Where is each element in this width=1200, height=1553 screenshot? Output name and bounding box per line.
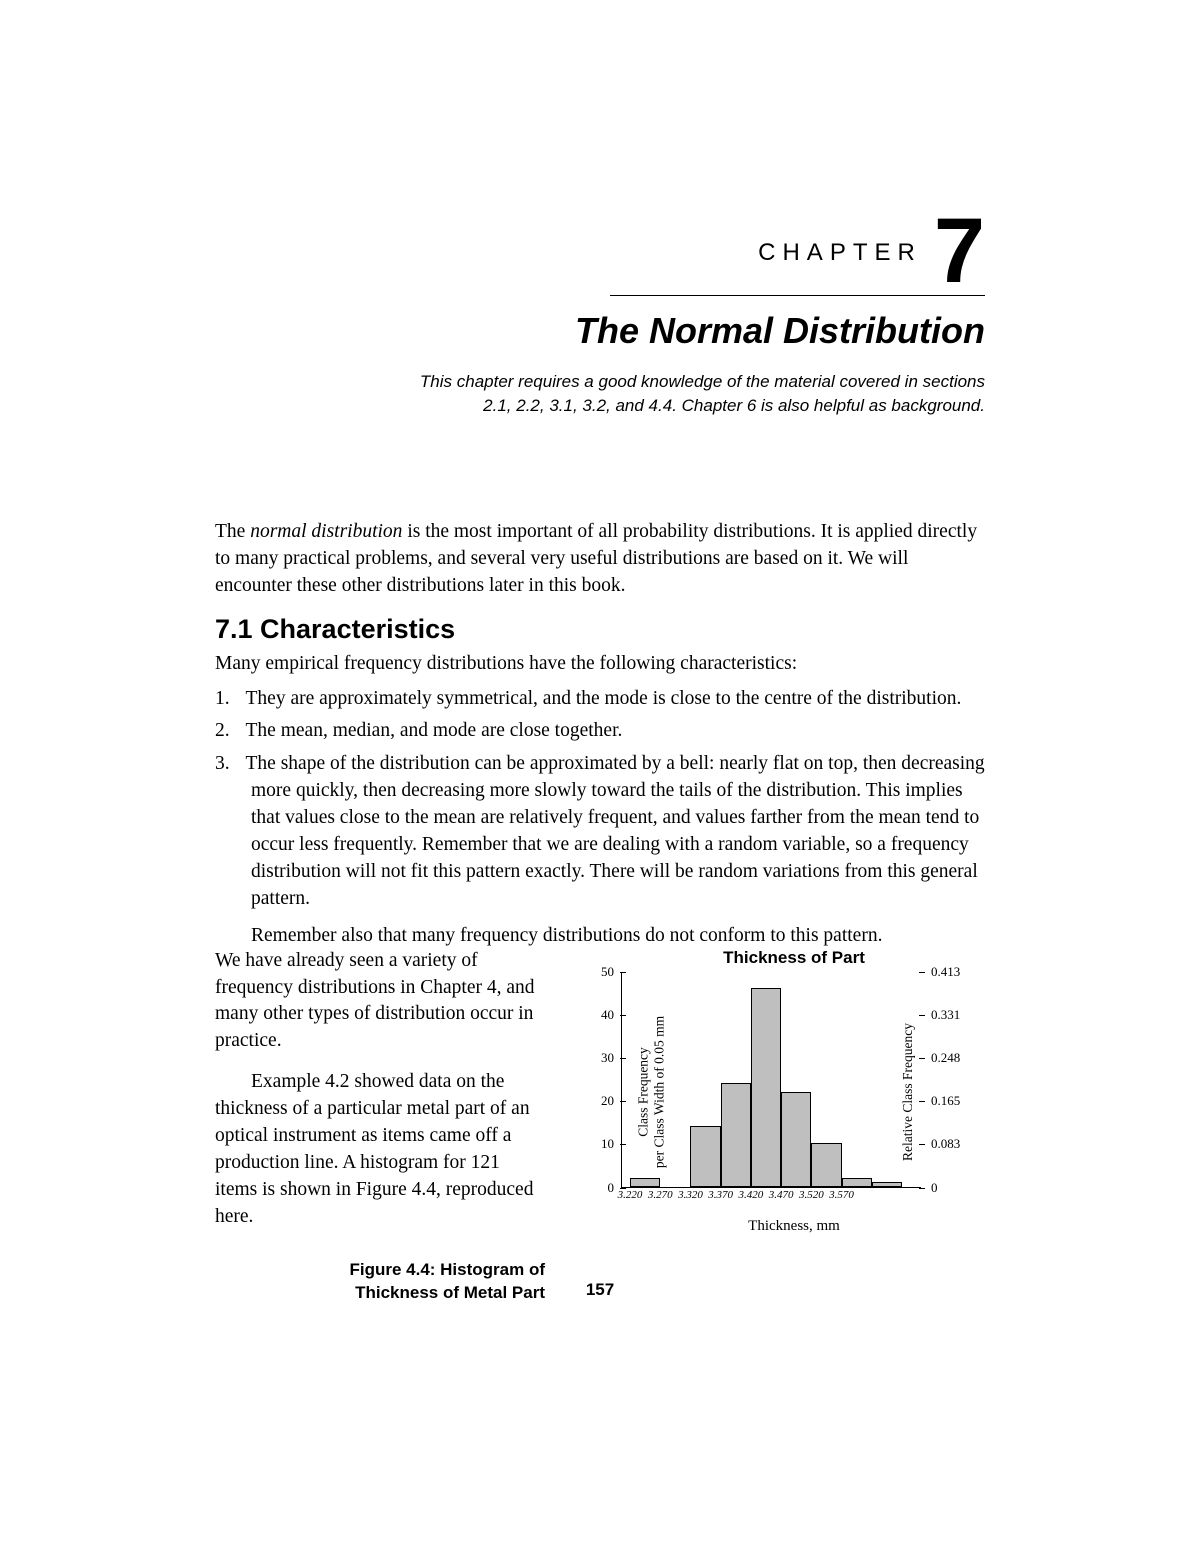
y-tick-right: 0.413 xyxy=(931,964,971,980)
list-item: 1. They are approximately symmetrical, a… xyxy=(215,686,985,713)
y-tick-right: 0.331 xyxy=(931,1007,971,1023)
ylab-left-l2: per Class Width of 0.05 mm xyxy=(651,1016,666,1168)
y-tick-right: 0.083 xyxy=(931,1136,971,1152)
x-tick-label: 3.520 xyxy=(799,1189,824,1201)
left-para-1: We have already seen a variety of freque… xyxy=(215,948,545,1056)
chart-title: Thickness of Part xyxy=(603,948,985,968)
histogram-bar xyxy=(721,1083,751,1187)
fig-caption-l1: Figure 4.4: Histogram of xyxy=(349,1260,545,1279)
y-axis-label-left: Class Frequency per Class Width of 0.05 … xyxy=(636,1016,667,1168)
y-tick-right: 0 xyxy=(931,1180,971,1196)
section-lead: Many empirical frequency distributions h… xyxy=(215,651,985,678)
y-tick-left: 10 xyxy=(592,1136,614,1152)
x-tick-label: 3.470 xyxy=(769,1189,794,1201)
x-tick-label: 3.420 xyxy=(739,1189,764,1201)
chapter-rule xyxy=(610,295,985,296)
chapter-label: CHAPTER xyxy=(758,239,922,267)
y-tick-left: 30 xyxy=(592,1050,614,1066)
y-tick-left: 20 xyxy=(592,1093,614,1109)
chapter-title: The Normal Distribution xyxy=(215,310,985,352)
chapter-number: 7 xyxy=(934,215,985,289)
histogram-bar xyxy=(872,1182,902,1186)
y-tick-right: 0.165 xyxy=(931,1093,971,1109)
prerequisite-note: This chapter requires a good knowledge o… xyxy=(215,370,985,419)
page-number: 157 xyxy=(0,1280,1200,1300)
y-tick-left: 0 xyxy=(592,1180,614,1196)
section-heading: 7.1 Characteristics xyxy=(215,614,985,645)
y-axis-label-right: Relative Class Frequency xyxy=(900,1023,916,1161)
histogram-bar xyxy=(781,1092,811,1187)
histogram-bar xyxy=(751,988,781,1187)
y-tick-left: 40 xyxy=(592,1007,614,1023)
figure-text-column: We have already seen a variety of freque… xyxy=(215,948,545,1305)
left-para-2: Example 4.2 showed data on the thickness… xyxy=(215,1069,545,1230)
list-item: 3. The shape of the distribution can be … xyxy=(215,751,985,912)
after-list-note: Remember also that many frequency distri… xyxy=(215,923,985,950)
prereq-line2: 2.1, 2.2, 3.1, 3.2, and 4.4. Chapter 6 i… xyxy=(483,396,985,415)
chart-area: 3.220 3.270 3.320 3.370 3.420 3.470 3.520 3.570… xyxy=(621,972,921,1212)
chapter-header: CHAPTER 7 xyxy=(215,215,985,289)
characteristics-list: 1. They are approximately symmetrical, a… xyxy=(215,686,985,913)
ylab-left-l1: Class Frequency xyxy=(636,1047,651,1137)
histogram-bar xyxy=(630,1178,660,1187)
histogram-bar xyxy=(690,1126,720,1186)
histogram-chart: Thickness of Part 3.2203.2703.3203.3703.… xyxy=(563,948,985,1235)
x-tick-label: 3.270 xyxy=(648,1189,673,1201)
x-tick-label: 3.320 xyxy=(678,1189,703,1201)
x-tick-label: 3.370 xyxy=(708,1189,733,1201)
list-item: 2. The mean, median, and mode are close … xyxy=(215,718,985,745)
y-tick-left: 50 xyxy=(592,964,614,980)
figure-row: We have already seen a variety of freque… xyxy=(215,948,985,1305)
prereq-line1: This chapter requires a good knowledge o… xyxy=(420,372,985,391)
x-tick-label: 3.220 xyxy=(618,1189,643,1201)
histogram-bar xyxy=(842,1178,872,1187)
page: CHAPTER 7 The Normal Distribution This c… xyxy=(215,0,985,1305)
histogram-bar xyxy=(811,1143,841,1186)
y-tick-right: 0.248 xyxy=(931,1050,971,1066)
x-tick-label: 3.570 xyxy=(829,1189,854,1201)
x-axis-label: Thickness, mm xyxy=(603,1218,985,1235)
intro-paragraph: The normal distribution is the most impo… xyxy=(215,519,985,600)
